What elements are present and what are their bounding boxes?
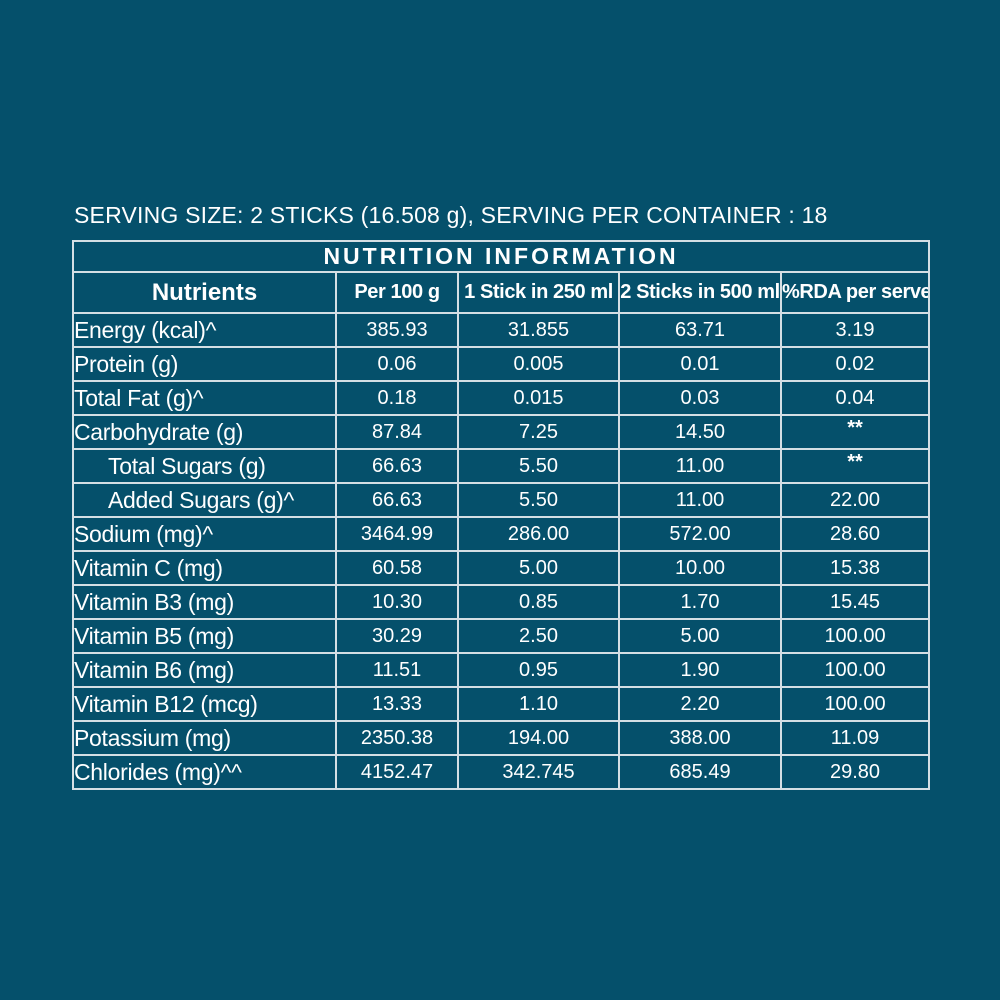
nutrient-name-cell: Vitamin B12 (mcg) (72, 686, 337, 722)
per-100g-cell: 87.84 (335, 414, 459, 450)
table-row-chlorides: Chlorides (mg)^^ 4152.47 342.745 685.49 … (72, 754, 931, 790)
per-100g-cell: 66.63 (335, 448, 459, 484)
rda-cell: 0.02 (779, 346, 931, 382)
rda-cell: 3.19 (779, 312, 931, 348)
rda-cell: 22.00 (779, 482, 931, 518)
column-header-per-100g: Per 100 g (335, 271, 459, 314)
stick-250ml-cell: 0.015 (457, 380, 620, 416)
stick-250ml-cell: 2.50 (457, 618, 620, 654)
sticks-500ml-cell: 5.00 (618, 618, 782, 654)
stick-250ml-cell: 5.50 (457, 482, 620, 518)
rda-cell: 100.00 (779, 686, 931, 722)
table-row-total-fat: Total Fat (g)^ 0.18 0.015 0.03 0.04 (72, 380, 931, 416)
stick-250ml-cell: 1.10 (457, 686, 620, 722)
sticks-500ml-cell: 10.00 (618, 550, 782, 586)
nutrient-name-cell: Added Sugars (g)^ (72, 482, 337, 518)
rda-cell: 15.38 (779, 550, 931, 586)
per-100g-cell: 0.18 (335, 380, 459, 416)
rda-cell: ** (779, 448, 931, 484)
table-row-vitamin-c: Vitamin C (mg) 60.58 5.00 10.00 15.38 (72, 550, 931, 586)
table-row-vitamin-b12: Vitamin B12 (mcg) 13.33 1.10 2.20 100.00 (72, 686, 931, 722)
table-row-carbohydrate: Carbohydrate (g) 87.84 7.25 14.50 ** (72, 414, 931, 450)
nutrient-name-cell: Carbohydrate (g) (72, 414, 337, 450)
sticks-500ml-cell: 1.70 (618, 584, 782, 620)
per-100g-cell: 66.63 (335, 482, 459, 518)
per-100g-cell: 4152.47 (335, 754, 459, 790)
table-title: NUTRITION INFORMATION (71, 240, 931, 273)
table-row-vitamin-b3: Vitamin B3 (mg) 10.30 0.85 1.70 15.45 (72, 584, 931, 620)
sticks-500ml-cell: 0.03 (618, 380, 782, 416)
column-header-1-stick-250ml: 1 Stick in 250 ml (457, 271, 620, 314)
nutrient-name-cell: Chlorides (mg)^^ (72, 754, 337, 790)
table-title-row: NUTRITION INFORMATION (71, 240, 931, 273)
rda-cell: ** (779, 414, 931, 450)
sticks-500ml-cell: 1.90 (618, 652, 782, 688)
stick-250ml-cell: 286.00 (457, 516, 620, 552)
nutrient-name-cell: Vitamin B6 (mg) (72, 652, 337, 688)
sticks-500ml-cell: 14.50 (618, 414, 782, 450)
nutrient-name-cell: Vitamin B5 (mg) (72, 618, 337, 654)
per-100g-cell: 10.30 (335, 584, 459, 620)
nutrient-name-cell: Energy (kcal)^ (72, 312, 337, 348)
per-100g-cell: 2350.38 (335, 720, 459, 756)
stick-250ml-cell: 0.95 (457, 652, 620, 688)
stick-250ml-cell: 0.85 (457, 584, 620, 620)
table-row-potassium: Potassium (mg) 2350.38 194.00 388.00 11.… (72, 720, 931, 756)
per-100g-cell: 30.29 (335, 618, 459, 654)
nutrient-name-cell: Total Fat (g)^ (72, 380, 337, 416)
per-100g-cell: 3464.99 (335, 516, 459, 552)
per-100g-cell: 60.58 (335, 550, 459, 586)
serving-size-text: SERVING SIZE: 2 STICKS (16.508 g), SERVI… (74, 202, 828, 228)
rda-cell: 15.45 (779, 584, 931, 620)
nutrient-name-cell: Potassium (mg) (72, 720, 337, 756)
per-100g-cell: 11.51 (335, 652, 459, 688)
table-row-protein: Protein (g) 0.06 0.005 0.01 0.02 (72, 346, 931, 382)
stick-250ml-cell: 0.005 (457, 346, 620, 382)
nutrient-name-cell: Total Sugars (g) (72, 448, 337, 484)
nutrient-name-cell: Sodium (mg)^ (72, 516, 337, 552)
column-header-rda-per-serve: %RDA per serve (779, 271, 931, 314)
stick-250ml-cell: 5.50 (457, 448, 620, 484)
sticks-500ml-cell: 388.00 (618, 720, 782, 756)
sticks-500ml-cell: 0.01 (618, 346, 782, 382)
rda-cell: 100.00 (779, 618, 931, 654)
nutrition-table: NUTRITION INFORMATION Nutrients Per 100 … (71, 240, 931, 790)
table-row-added-sugars: Added Sugars (g)^ 66.63 5.50 11.00 22.00 (72, 482, 931, 518)
sticks-500ml-cell: 572.00 (618, 516, 782, 552)
stick-250ml-cell: 7.25 (457, 414, 620, 450)
nutrient-name-cell: Protein (g) (72, 346, 337, 382)
sticks-500ml-cell: 63.71 (618, 312, 782, 348)
per-100g-cell: 0.06 (335, 346, 459, 382)
column-header-nutrients: Nutrients (72, 271, 337, 314)
stick-250ml-cell: 5.00 (457, 550, 620, 586)
table-row-vitamin-b6: Vitamin B6 (mg) 11.51 0.95 1.90 100.00 (72, 652, 931, 688)
table-row-vitamin-b5: Vitamin B5 (mg) 30.29 2.50 5.00 100.00 (72, 618, 931, 654)
stick-250ml-cell: 31.855 (457, 312, 620, 348)
column-header-2-sticks-500ml: 2 Sticks in 500 ml (618, 271, 782, 314)
stick-250ml-cell: 194.00 (457, 720, 620, 756)
rda-cell: 11.09 (779, 720, 931, 756)
rda-cell: 0.04 (779, 380, 931, 416)
sticks-500ml-cell: 2.20 (618, 686, 782, 722)
nutrient-name-cell: Vitamin B3 (mg) (72, 584, 337, 620)
table-row-sodium: Sodium (mg)^ 3464.99 286.00 572.00 28.60 (72, 516, 931, 552)
nutrient-name-cell: Vitamin C (mg) (72, 550, 337, 586)
sticks-500ml-cell: 685.49 (618, 754, 782, 790)
table-row-total-sugars: Total Sugars (g) 66.63 5.50 11.00 ** (72, 448, 931, 484)
rda-cell: 100.00 (779, 652, 931, 688)
rda-cell: 29.80 (779, 754, 931, 790)
column-header-row: Nutrients Per 100 g 1 Stick in 250 ml 2 … (72, 271, 931, 314)
table-row-energy: Energy (kcal)^ 385.93 31.855 63.71 3.19 (72, 312, 931, 348)
per-100g-cell: 385.93 (335, 312, 459, 348)
stick-250ml-cell: 342.745 (457, 754, 620, 790)
sticks-500ml-cell: 11.00 (618, 448, 782, 484)
rda-cell: 28.60 (779, 516, 931, 552)
sticks-500ml-cell: 11.00 (618, 482, 782, 518)
per-100g-cell: 13.33 (335, 686, 459, 722)
